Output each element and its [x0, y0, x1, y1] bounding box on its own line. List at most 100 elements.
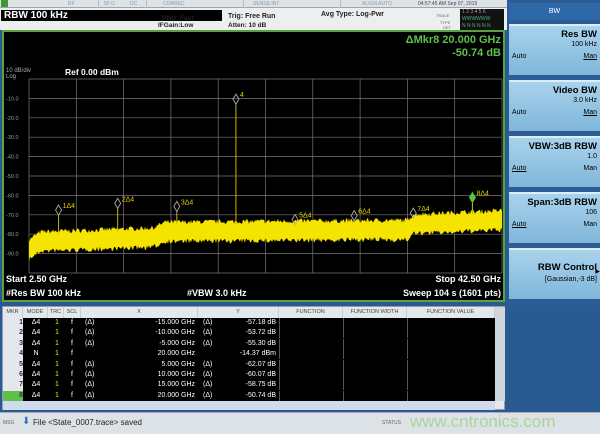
cell-mode: Δ4 — [31, 391, 41, 399]
trace-1 — [29, 208, 502, 261]
cell-scl: f — [71, 391, 73, 399]
cell-y-mode: (Δ) — [203, 391, 213, 399]
vertical-scrollbar[interactable] — [495, 307, 505, 401]
marker-label: 3Δ4 — [181, 199, 194, 206]
cell-scl: f — [71, 350, 73, 358]
scale-label: 10 dB/div — [6, 68, 32, 74]
col-header-x[interactable]: X — [81, 307, 198, 318]
trace-type-det-grid: 1 2 3 4 5 6 WWWWWW N N N N N N — [460, 9, 504, 30]
cell-mode: Δ4 — [31, 360, 41, 368]
cell-mkr: 4 — [3, 349, 23, 360]
col-header-y[interactable]: Y — [198, 307, 279, 318]
column-divider — [279, 370, 280, 380]
active-marker-freq: ΔMkr8 20.000 GHz — [405, 34, 501, 46]
cell-x-mode: (Δ) — [85, 371, 95, 378]
y-tick-label: -20.0 — [6, 116, 19, 122]
coupling-field: DC — [130, 1, 138, 7]
rbw-display: RBW 100 kHz — [1, 10, 222, 21]
marker-table[interactable]: MKR MODE TRC SCL X Y FUNCTION FUNCTION WIDTH FUN… — [2, 306, 505, 410]
marker-label: 7Δ4 — [417, 206, 430, 213]
trace-nums: 1 2 3 4 5 6 — [462, 9, 486, 15]
cell-x: 20.000 GHz — [157, 391, 195, 399]
cell-x-mode: (Δ) — [85, 329, 95, 337]
softkey-span-3db-rbw[interactable]: Span:3dB RBW 106 Auto Man — [509, 192, 600, 243]
col-header-function-value[interactable]: FUNCTION VALUE — [407, 307, 495, 318]
watermark: www.cntronics.com — [410, 412, 556, 431]
cell-mode: Δ4 — [31, 319, 41, 326]
msg-label: MSG — [3, 420, 15, 426]
cell-y: -55.30 dB — [245, 339, 276, 347]
cell-x: -5.000 GHz — [159, 339, 195, 347]
man-option: Man — [583, 53, 597, 60]
column-divider — [407, 380, 408, 391]
cell-y: -14.37 dBm — [239, 350, 276, 358]
menu-title: BW — [509, 3, 600, 20]
marker-diamond-icon — [114, 197, 122, 210]
col-header-function[interactable]: FUNCTION — [279, 307, 343, 318]
cell-x-mode: (Δ) — [85, 319, 95, 326]
status-indicator — [1, 0, 8, 7]
spectrum-display[interactable]: ΔMkr8 20.000 GHz -50.74 dB 10 dB/div Log… — [2, 30, 505, 302]
column-divider — [343, 318, 344, 328]
softkey-vbw-3db-rbw[interactable]: VBW:3dB RBW 1.0 Auto Man — [509, 136, 600, 187]
spectrum-plot: -10.0 -20.0 -30.0 -40.0 -50.0 -60.0 -70.0 -80.0… — [6, 78, 503, 274]
auto-option: Auto — [512, 165, 527, 172]
softkey-rbw-control[interactable]: RBW Control [Gaussian,-3 dB] ▶ — [509, 248, 600, 299]
table-body — [23, 318, 495, 402]
res-bw-label: #Res BW 100 kHz — [6, 288, 82, 298]
table-row[interactable]: 6 Δ4 1 f (Δ) 10.000 GHz (Δ) -60.07 dB — [3, 370, 495, 380]
column-divider — [343, 328, 344, 339]
column-divider — [407, 338, 408, 349]
col-header-mkr[interactable]: MKR — [3, 307, 23, 318]
softkey-title: Video BW — [552, 85, 597, 96]
cell-mode: Δ4 — [31, 329, 41, 337]
man-option: Man — [583, 221, 597, 228]
table-row[interactable]: 1 Δ4 1 f (Δ) -15.000 GHz (Δ) -57.18 dB — [3, 318, 495, 328]
col-header-scl[interactable]: SCL — [64, 307, 81, 318]
cell-x: 15.000 GHz — [157, 381, 195, 389]
table-row[interactable]: 7 Δ4 1 f (Δ) 15.000 GHz (Δ) -58.75 dB — [3, 380, 495, 391]
sweep-label: Sweep 104 s (1601 pts) — [402, 288, 501, 298]
msg-text: File <State_0007.trace> saved — [33, 418, 142, 427]
column-divider — [343, 390, 344, 401]
col-header-mode[interactable]: MODE — [23, 307, 48, 318]
marker-label: 6Δ4 — [358, 209, 371, 216]
table-row[interactable]: 2 Δ4 1 f (Δ) -10.000 GHz (Δ) -53.72 dB — [3, 328, 495, 339]
cell-mode: N — [33, 350, 39, 358]
marker-label: 8Δ4 — [476, 191, 489, 198]
softkey-title: Span:3dB RBW — [527, 197, 597, 208]
y-tick-label: -40.0 — [6, 155, 19, 161]
table-row[interactable]: 3 Δ4 1 f (Δ) -5.000 GHz (Δ) -55.30 dB — [3, 338, 495, 349]
softkey-value: 100 kHz — [571, 41, 597, 48]
table-row[interactable]: 4 N 1 f 20.000 GHz -14.37 dBm — [3, 349, 495, 360]
column-divider — [407, 328, 408, 339]
table-row[interactable]: 5 Δ4 1 f (Δ) 5.000 GHz (Δ) -62.07 dB — [3, 359, 495, 370]
cell-y: -60.07 dB — [245, 371, 276, 378]
softkey-res-bw[interactable]: Res BW 100 kHz Auto Man — [509, 24, 600, 75]
softkey-value: 3.0 kHz — [573, 97, 597, 104]
vbw-label: #VBW 3.0 kHz — [187, 288, 247, 298]
rf-field: RF — [68, 1, 75, 7]
cell-y: -53.72 dB — [245, 329, 276, 337]
cell-x-mode: (Δ) — [85, 381, 95, 389]
column-divider — [279, 380, 280, 391]
col-header-function-width[interactable]: FUNCTION WIDTH — [343, 307, 407, 318]
cell-scl: f — [71, 339, 73, 347]
column-divider — [407, 390, 408, 401]
man-option: Man — [583, 109, 597, 116]
auto-option: Auto — [512, 221, 527, 228]
horizontal-scrollbar[interactable] — [3, 401, 495, 410]
cell-x-mode: (Δ) — [85, 360, 95, 368]
pno-label: PNO: Fast — [162, 15, 194, 22]
cell-trc: 1 — [55, 360, 59, 368]
table-row[interactable]: 8 Δ4 1 f (Δ) 20.000 GHz (Δ) -50.74 dB — [3, 390, 495, 401]
y-tick-label: -60.0 — [6, 193, 19, 199]
cell-scl: f — [71, 381, 73, 389]
cell-mkr: 6 — [3, 370, 23, 380]
cell-mkr: 1 — [3, 318, 23, 328]
softkey-video-bw[interactable]: Video BW 3.0 kHz Auto Man — [509, 80, 600, 131]
col-header-trc[interactable]: TRC — [48, 307, 64, 318]
cell-y-mode: (Δ) — [203, 360, 213, 368]
marker-label: 1Δ4 — [63, 203, 76, 210]
column-divider — [343, 338, 344, 349]
